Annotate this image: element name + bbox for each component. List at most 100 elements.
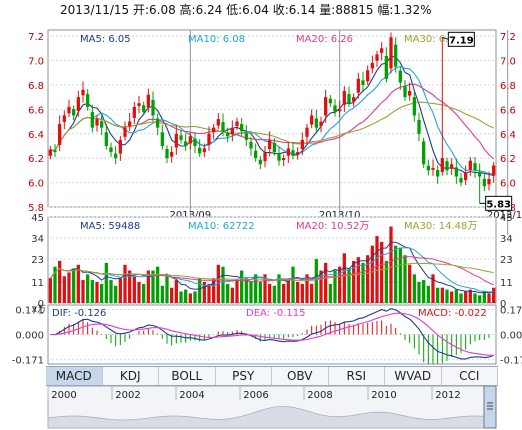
candle-body [277,154,281,161]
tab-boll[interactable]: BOLL [159,367,216,385]
volume-bar [361,262,365,303]
candle-body [366,70,370,82]
price-xtick-label: 2013/11 [487,210,522,221]
volume-bar [380,241,384,303]
price-ma5-line [50,55,494,177]
price-ytick-left: 7.0 [28,57,44,68]
candle-body [216,119,220,126]
candle-body [230,127,234,135]
candle-body [282,158,286,161]
candle-body [174,133,178,148]
volume-bar [314,259,318,303]
timeline-range-handle[interactable] [483,385,497,429]
candle-body [319,121,323,127]
volume-bar [328,283,332,303]
volume-bar [394,245,398,303]
volume-bar [240,270,244,303]
candle-body [412,97,416,116]
volume-frame [47,216,497,304]
volume-bar [422,280,426,303]
candle-body [300,139,304,150]
volume-bar [454,289,458,303]
volume-bar [333,270,337,303]
candle-body [473,163,477,171]
candle-body [109,147,113,153]
volume-bar [403,255,407,303]
volume-bar [263,274,267,303]
volume-bar [305,274,309,303]
volume-ma-label: MA5: 59488 [80,221,140,232]
timeline-navigator[interactable]: 2000 2002 2004 2006 2008 2010 2012 [47,385,497,429]
candle-body [342,91,346,105]
volume-bar [268,283,272,303]
candle-body [403,86,407,98]
tab-wvad[interactable]: WVAD [385,367,442,385]
candle-body [347,94,351,104]
volume-bar [193,291,197,303]
price-ytick-left: 6.8 [28,81,44,92]
candle-body [114,153,118,159]
volume-bar [431,274,435,303]
volume-bar [132,276,136,303]
volume-bar [118,278,122,303]
macd-ytick-left: -0.171 [12,356,44,367]
volume-bar [324,262,328,303]
volume-bar [128,270,132,303]
candle-body [352,97,356,102]
tab-psy[interactable]: PSY [216,367,272,385]
candle-body [95,119,99,126]
tab-rsi[interactable]: RSI [329,367,385,385]
tab-obv[interactable]: OBV [272,367,329,385]
volume-bar [408,264,412,303]
volume-bar [207,283,211,303]
volume-bar [226,283,230,303]
timeline-year-label: 2004 [179,390,204,401]
macd-dea-line [50,312,494,356]
price-ytick-left: 6.6 [28,105,44,116]
price-ytick-left: 7.2 [28,32,44,43]
tab-cci[interactable]: CCI [442,367,498,385]
volume-bar [81,280,85,303]
candle-body [202,148,206,153]
volume-bar [356,257,360,303]
candle-body [90,112,94,128]
candle-body [48,149,52,156]
volume-bar [352,260,356,303]
candle-body [137,103,141,106]
candle-body [263,152,267,162]
candle-body [305,127,309,137]
volume-bar [142,283,146,303]
candle-body [492,165,496,176]
volume-bar [58,260,62,303]
candle-body [291,150,295,156]
macd-label: MACD: -0.022 [418,308,487,319]
volume-bar [165,276,169,303]
candle-body [118,139,122,154]
volume-bar [244,278,248,303]
candle-body [254,150,258,159]
volume-bar [436,287,440,303]
price-ytick-left: 6.4 [28,130,44,141]
volume-ytick-right: 45 [500,213,513,224]
timeline-overview-area [47,406,497,429]
price-ma30-line [50,101,494,152]
candle-body [436,170,440,177]
macd-dif-line [50,308,494,360]
candle-body [258,159,262,165]
volume-bar [426,285,430,303]
timeline-year-label: 2012 [435,390,460,401]
candle-body [338,109,342,112]
tab-kdj[interactable]: KDJ [103,367,159,385]
volume-bar [366,255,370,303]
header-ohlc-line: 2013/11/15 开:6.08 高:6.24 低:6.04 收:6.14 量… [60,2,431,17]
timeline-year-label: 2006 [243,390,268,401]
candle-body [226,132,230,137]
tab-macd[interactable]: MACD [46,367,103,385]
macd-ytick-right: 0.000 [500,331,522,342]
candle-body [132,106,136,118]
timeline-year-label: 2008 [307,390,332,401]
candle-body [207,133,211,145]
candle-body [389,37,393,69]
candle-body [249,141,253,149]
macd-label: DEA: -0.115 [246,308,305,319]
